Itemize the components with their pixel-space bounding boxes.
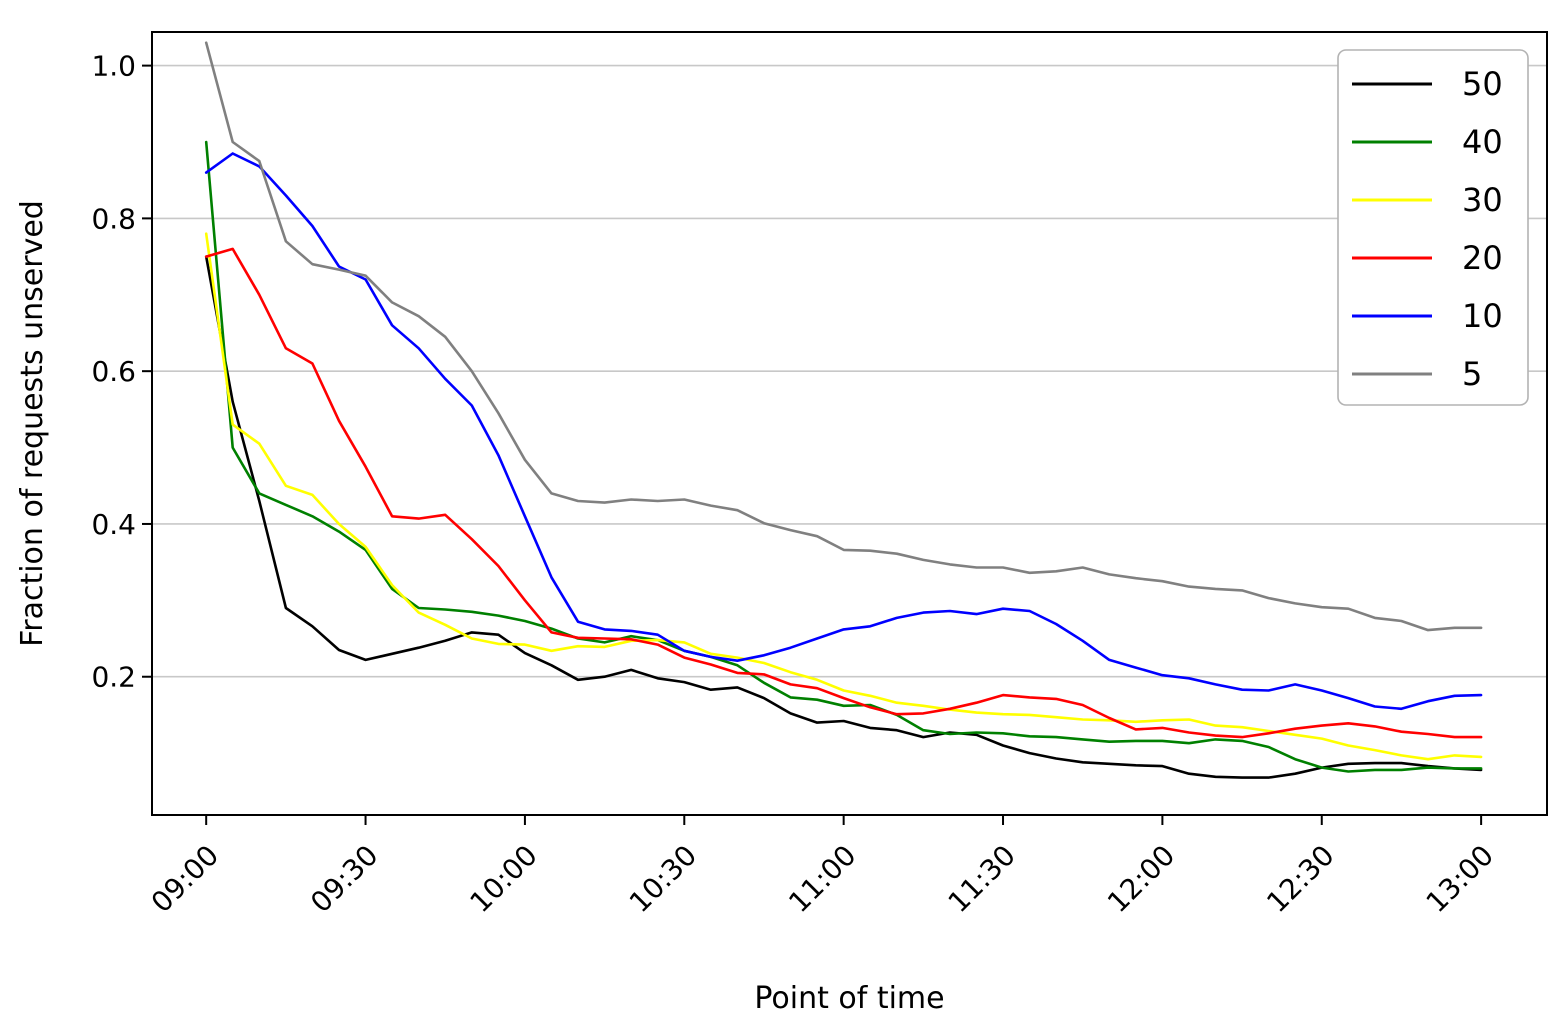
legend-label-10: 10 (1462, 297, 1503, 335)
series-line-30 (204, 232, 1483, 761)
series-line-40 (204, 140, 1483, 773)
y-tick-label: 1.0 (91, 50, 136, 83)
plot-border (151, 31, 1548, 816)
y-axis-label: Fraction of requests unserved (15, 200, 50, 647)
legend-label-30: 30 (1462, 181, 1503, 219)
legend-label-40: 40 (1462, 123, 1503, 161)
y-tick-label: 0.2 (91, 661, 136, 694)
legend-label-50: 50 (1462, 65, 1503, 103)
series-line-5 (204, 41, 1483, 632)
y-tick-label: 0.4 (91, 508, 136, 541)
series-line-50 (204, 255, 1483, 779)
series-line-10 (204, 152, 1483, 711)
legend-label-20: 20 (1462, 239, 1503, 277)
y-tick-label: 0.8 (91, 202, 136, 235)
legend-box (1337, 49, 1529, 406)
legend-label-5: 5 (1462, 355, 1482, 393)
series-line-20 (204, 247, 1483, 739)
x-axis-label: Point of time (754, 981, 944, 1016)
y-tick-label: 0.6 (91, 355, 136, 388)
